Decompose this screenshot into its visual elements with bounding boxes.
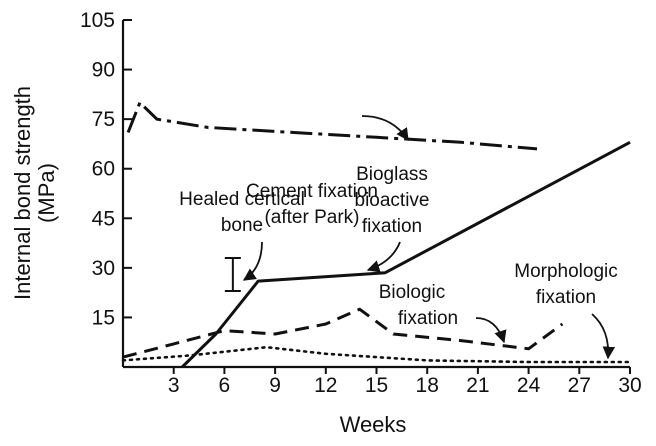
annotation-cement-line2: (after Park)	[264, 207, 359, 228]
annotation-biologic-line2: fixation	[398, 308, 458, 329]
y-tick-label: 90	[92, 59, 115, 82]
annotation-morphologic-line2: fixation	[536, 287, 596, 308]
healed-bone-range	[224, 256, 241, 292]
annotation-bioglass-line3: fixation	[362, 216, 422, 237]
y-axis-title-line1: Internal bond strength	[10, 86, 35, 300]
annotation-healed-line1: Healed certical	[179, 189, 305, 210]
series-cement-fixation-line	[126, 101, 538, 151]
x-tick-label: 18	[416, 374, 439, 397]
x-axis-title: Weeks	[340, 412, 407, 437]
x-tick-label: 27	[568, 374, 591, 397]
x-tick-label: 24	[517, 374, 541, 397]
x-tick-label: 21	[466, 374, 489, 397]
y-axis-title-line2: (MPa)	[34, 163, 59, 223]
y-tick-label: 45	[92, 207, 115, 230]
annotation-biologic-arrow	[475, 317, 507, 344]
axis-ticks: 3 6 9 12 15 18 21 24 27 30 15 30 45 60 75 90 105	[80, 9, 642, 397]
annotation-healed-arrow	[242, 241, 263, 281]
annotation-cement-line1: Cement fixation	[246, 181, 378, 202]
annotation-healed-line2: bone	[221, 215, 263, 236]
annotation-bioglass-line1: Bioglass	[356, 164, 428, 185]
y-tick-label: 30	[92, 257, 115, 280]
annotation-biologic-line1: Biologic	[379, 282, 446, 303]
x-tick-label: 12	[314, 374, 337, 397]
x-tick-label: 9	[269, 374, 281, 397]
annotation-cement-arrow	[361, 115, 409, 142]
series-bioglass-bioactive-fixation-line	[181, 140, 631, 369]
x-tick-label: 3	[168, 374, 180, 397]
series-biologic-fixation-line	[122, 307, 564, 359]
y-tick-label: 105	[80, 9, 115, 32]
x-tick-label: 15	[365, 374, 388, 397]
annotation-morphologic-line1: Morphologic	[514, 261, 618, 282]
series-morphologic-fixation-line	[121, 345, 632, 364]
annotation-bioglass-arrow	[366, 241, 401, 273]
y-tick-label: 60	[92, 158, 115, 181]
x-tick-label: 30	[618, 374, 641, 397]
y-tick-label: 75	[92, 108, 115, 131]
annotations: Cement fixation (after Park) Bioglass bi…	[179, 115, 618, 360]
annotation-bioglass-line2: bioactive	[355, 190, 430, 211]
annotation-morphologic-arrow	[591, 313, 616, 360]
series-layer	[121, 101, 632, 369]
x-tick-label: 6	[219, 374, 231, 397]
y-tick-label: 15	[92, 306, 115, 329]
y-axis-title: Internal bond strength (MPa)	[10, 86, 59, 300]
